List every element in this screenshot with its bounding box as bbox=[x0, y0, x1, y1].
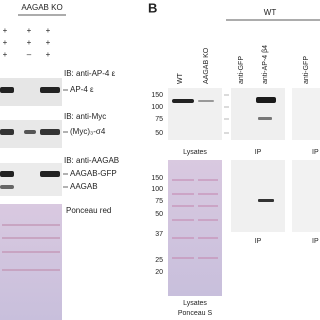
ib-label: IB: anti-AAGAB bbox=[64, 156, 119, 165]
ib-label: IB: anti-AP-4 ε bbox=[64, 69, 116, 78]
band bbox=[198, 100, 214, 102]
band bbox=[258, 117, 272, 120]
blot-label: IP bbox=[312, 149, 319, 156]
condition: + bbox=[3, 50, 8, 59]
blot bbox=[292, 88, 320, 140]
lane-label: anti-AP-4 β4 bbox=[262, 45, 269, 84]
blot-label: IP bbox=[255, 238, 262, 245]
ponceau-stain bbox=[0, 204, 62, 320]
condition: + bbox=[3, 38, 8, 47]
band bbox=[0, 171, 14, 177]
band bbox=[0, 87, 14, 93]
blot bbox=[168, 88, 222, 140]
stain-bands bbox=[172, 179, 218, 259]
band bbox=[40, 87, 60, 93]
condition: + bbox=[46, 26, 51, 35]
blot bbox=[231, 160, 285, 232]
blot-label: IP bbox=[255, 149, 262, 156]
lane-label: anti-GFP bbox=[238, 56, 245, 84]
blot bbox=[292, 160, 320, 232]
condition: + bbox=[27, 38, 32, 47]
lane-label: WT bbox=[177, 72, 184, 84]
marker-label: 150 bbox=[151, 175, 163, 182]
band bbox=[40, 171, 60, 177]
ponceau-stain bbox=[168, 160, 222, 296]
marker-label: 100 bbox=[151, 186, 163, 193]
band-label: AP-4 ε bbox=[70, 85, 94, 94]
band bbox=[24, 130, 36, 134]
marker-label: 75 bbox=[155, 198, 163, 205]
lane-label: anti-GFP bbox=[303, 56, 310, 84]
panel-letter: B bbox=[148, 0, 157, 15]
marker-label: 50 bbox=[155, 130, 163, 137]
condition: + bbox=[46, 50, 51, 59]
band bbox=[40, 129, 60, 135]
band bbox=[256, 97, 276, 103]
blot bbox=[0, 163, 62, 196]
band bbox=[0, 129, 14, 135]
stain-label: Ponceau red bbox=[66, 206, 111, 215]
group-header: AAGAB KO bbox=[21, 3, 62, 12]
lane-label: AAGAB KO bbox=[203, 47, 210, 84]
band bbox=[172, 99, 194, 103]
conditions: + + + + + + + – + bbox=[3, 26, 51, 59]
blot-label: Ponceau S bbox=[178, 310, 213, 317]
band-label: AAGAB bbox=[70, 182, 98, 191]
marker-label: 100 bbox=[151, 104, 163, 111]
band bbox=[258, 199, 274, 202]
band-label: AAGAB-GFP bbox=[70, 169, 117, 178]
blot-label: Lysates bbox=[183, 149, 207, 156]
marker-ticks bbox=[224, 94, 229, 134]
band-label: (Myc)₃-σ4 bbox=[70, 127, 106, 136]
group-header: WT bbox=[264, 8, 277, 17]
blot bbox=[231, 88, 285, 140]
marker-label: 150 bbox=[151, 92, 163, 99]
marker-label: 37 bbox=[155, 231, 163, 238]
ib-label: IB: anti-Myc bbox=[64, 112, 106, 121]
condition: – bbox=[27, 50, 32, 59]
stain-bands bbox=[2, 224, 60, 271]
condition: + bbox=[3, 26, 8, 35]
condition: + bbox=[27, 26, 32, 35]
band bbox=[0, 185, 14, 189]
blot-label: Lysates bbox=[183, 300, 207, 307]
marker-label: 75 bbox=[155, 116, 163, 123]
condition: + bbox=[46, 38, 51, 47]
marker-label: 25 bbox=[155, 257, 163, 264]
marker-label: 50 bbox=[155, 211, 163, 218]
marker-label: 20 bbox=[155, 269, 163, 276]
blot-label: IP bbox=[312, 238, 319, 245]
